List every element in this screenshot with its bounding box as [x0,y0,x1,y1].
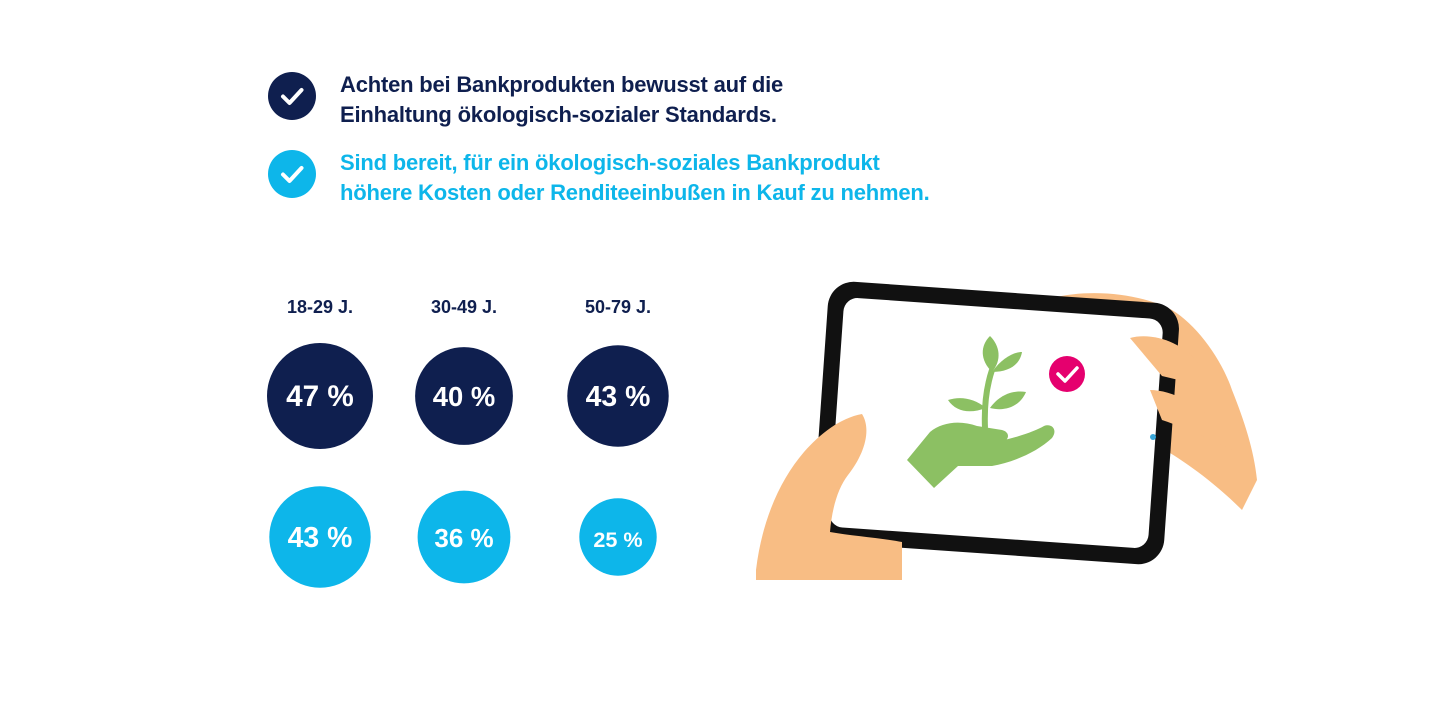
legend-text: Achten bei Bankprodukten bewusst auf die… [340,72,784,127]
bubble-value-label: 43 % [586,381,651,413]
bubble [269,486,371,588]
bubble-value-label: 43 % [288,522,353,554]
bubble-value-label: 40 % [433,381,495,412]
plant-icon [907,336,1055,488]
bubble-value-label: 25 % [593,527,642,552]
checkmark-icon [268,72,316,120]
bubble [415,347,513,445]
bubble [267,343,373,449]
tablet-icon [813,281,1179,565]
legend-item-attention: Achten bei Bankprodukten bewusst auf die… [268,72,783,130]
category-label: 30-49 J. [431,297,497,317]
bubble [579,498,657,576]
bubble-value-label: 47 % [286,380,354,413]
checkmark-badge-icon [1049,356,1085,392]
hand-icon [1130,336,1232,450]
category-label: 50-79 J. [585,297,651,317]
hand-icon [756,414,902,580]
bubble-value-label: 36 % [434,523,493,553]
legend-item-willingness: Sind bereit, für ein ökologisch-soziales… [268,150,930,208]
hand-icon [1052,293,1257,510]
checkmark-icon [268,150,316,198]
legend-text: Sind bereit, für ein ökologisch-soziales… [340,150,930,205]
bubble [417,490,511,584]
tablet-illustration [756,281,1257,580]
bubble-chart: 18-29 J. 30-49 J. 50-79 J. 47 % 40 % 43 % 43 %… [267,297,669,588]
category-label: 18-29 J. [287,297,353,317]
bubble [567,345,669,447]
